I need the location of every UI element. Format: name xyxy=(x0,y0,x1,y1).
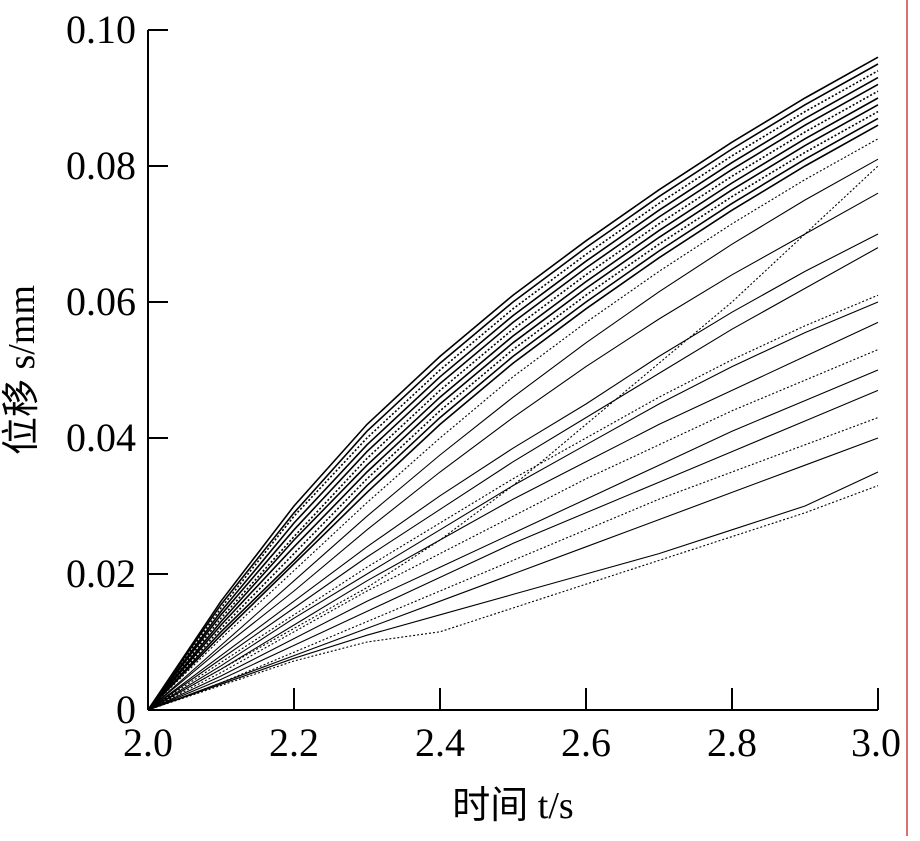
series-line-21 xyxy=(147,349,879,711)
y-axis-title: 位移 s/mm xyxy=(1,285,43,455)
y-tick-label: 0.08 xyxy=(66,143,136,188)
series-line-7 xyxy=(147,97,879,711)
series-line-4 xyxy=(147,76,879,711)
x-tick-label: 3.0 xyxy=(851,720,901,765)
x-axis-title: 时间 t/s xyxy=(452,785,573,827)
series-line-10 xyxy=(147,117,879,711)
series-line-24 xyxy=(147,417,879,711)
x-tick-label: 2.0 xyxy=(123,720,173,765)
x-tick-label: 2.6 xyxy=(561,720,611,765)
series-line-19 xyxy=(147,301,879,711)
series-line-11 xyxy=(147,124,879,711)
series-line-20 xyxy=(147,321,879,711)
series-line-26 xyxy=(147,471,879,711)
series-line-13 xyxy=(147,158,879,711)
ticks-layer: 2.0 2.2 2.4 2.6 2.8 3.0 0 0.02 0.04 0.06 0.08 0.10 xyxy=(66,7,901,765)
series-line-23 xyxy=(147,389,879,711)
x-tick-label: 2.8 xyxy=(707,720,757,765)
series-line-22 xyxy=(147,369,879,711)
x-tick-label: 2.2 xyxy=(269,720,319,765)
series-line-18 xyxy=(147,294,879,711)
series-line-1 xyxy=(147,56,879,711)
series-line-6 xyxy=(147,90,879,711)
x-tick-label: 2.4 xyxy=(415,720,465,765)
y-tick-label: 0 xyxy=(116,687,136,732)
series-line-14 xyxy=(147,192,879,711)
series-layer xyxy=(147,56,879,711)
series-line-8 xyxy=(147,104,879,711)
series-line-9 xyxy=(147,110,879,711)
series-line-16 xyxy=(147,233,879,711)
y-tick-label: 0.10 xyxy=(66,7,136,52)
series-line-17 xyxy=(147,247,879,711)
series-line-12 xyxy=(147,138,879,711)
series-line-2 xyxy=(147,63,879,711)
y-tick-label: 0.06 xyxy=(66,279,136,324)
series-line-5 xyxy=(147,83,879,711)
y-tick-label: 0.02 xyxy=(66,551,136,596)
axes-layer xyxy=(147,30,878,711)
series-line-25 xyxy=(147,437,879,711)
series-line-27 xyxy=(147,485,879,711)
series-line-3 xyxy=(147,70,879,711)
y-tick-label: 0.04 xyxy=(66,415,136,460)
